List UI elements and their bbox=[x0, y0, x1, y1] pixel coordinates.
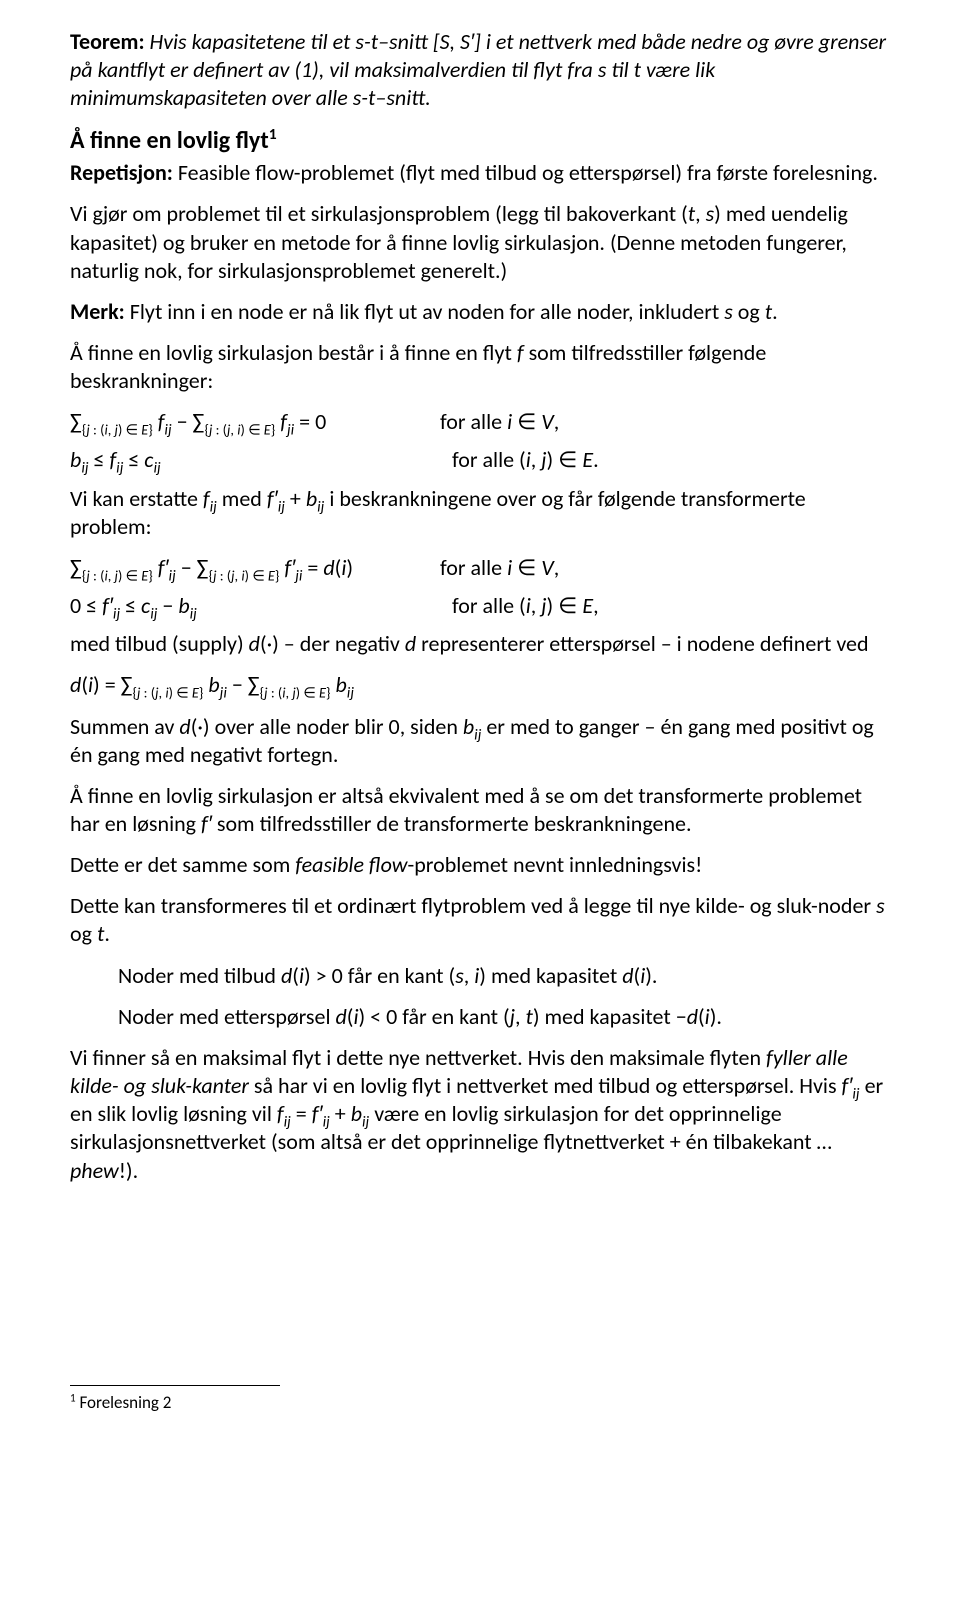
find-circ-paragraph: Å finne en lovlig sirkulasjon består i å… bbox=[70, 339, 890, 395]
equiv-paragraph: Å finne en lovlig sirkulasjon er altså e… bbox=[70, 782, 890, 838]
heading-lovlig-flyt: Å finne en lovlig flyt1 bbox=[70, 126, 890, 157]
same-paragraph: Dette er det samme som feasible flow-pro… bbox=[70, 851, 890, 879]
merk-text: Flyt inn i en node er nå lik flyt ut av … bbox=[125, 298, 778, 325]
theorem-text: Hvis kapasitetene til et s-t–snitt [S, S… bbox=[70, 28, 886, 111]
transform-paragraph: Dette kan transformeres til et ordinært … bbox=[70, 892, 890, 948]
nodes-pos-paragraph: Noder med tilbud d(i) > 0 får en kant (s… bbox=[118, 962, 890, 990]
eq-d-definition: d(i) = ∑{j : (j, i) ∈ E} bji − ∑{j : (i,… bbox=[70, 671, 890, 699]
final-paragraph: Vi finner så en maksimal flyt i dette ny… bbox=[70, 1044, 890, 1185]
footnote: 1 Forelesning 2 bbox=[70, 1392, 890, 1414]
repetition-text: Feasible flow-problemet (flyt med tilbud… bbox=[173, 159, 878, 186]
eq-conservation-prime: ∑{j : (i, j) ∈ E} f′ij − ∑{j : (j, i) ∈ … bbox=[70, 554, 890, 582]
theorem-label: Teorem: bbox=[70, 28, 145, 55]
eq-bounds: bij ≤ fij ≤ cij for alle (i, j) ∈ E. bbox=[70, 446, 890, 474]
nodes-neg-paragraph: Noder med etterspørsel d(i) < 0 får en k… bbox=[118, 1003, 890, 1031]
convert-paragraph: Vi gjør om problemet til et sirkulasjons… bbox=[70, 200, 890, 284]
supply-paragraph: med tilbud (supply) d(·) – der negativ d… bbox=[70, 630, 890, 658]
merk-label: Merk: bbox=[70, 298, 125, 325]
eq-bounds-prime: 0 ≤ f′ij ≤ cij − bij for alle (i, j) ∈ E… bbox=[70, 592, 890, 620]
eq-conservation: ∑{j : (i, j) ∈ E} fij − ∑{j : (j, i) ∈ E… bbox=[70, 408, 890, 436]
sum-paragraph: Summen av d(·) over alle noder blir 0, s… bbox=[70, 713, 890, 769]
footnote-rule bbox=[70, 1385, 280, 1386]
repetition-label: Repetisjon: bbox=[70, 159, 173, 186]
repetition-paragraph: Repetisjon: Feasible flow-problemet (fly… bbox=[70, 159, 890, 187]
replace-paragraph: Vi kan erstatte fij med f′ij + bij i bes… bbox=[70, 485, 890, 541]
theorem-paragraph: Teorem: Hvis kapasitetene til et s-t–sni… bbox=[70, 28, 890, 112]
merk-paragraph: Merk: Flyt inn i en node er nå lik flyt … bbox=[70, 298, 890, 326]
